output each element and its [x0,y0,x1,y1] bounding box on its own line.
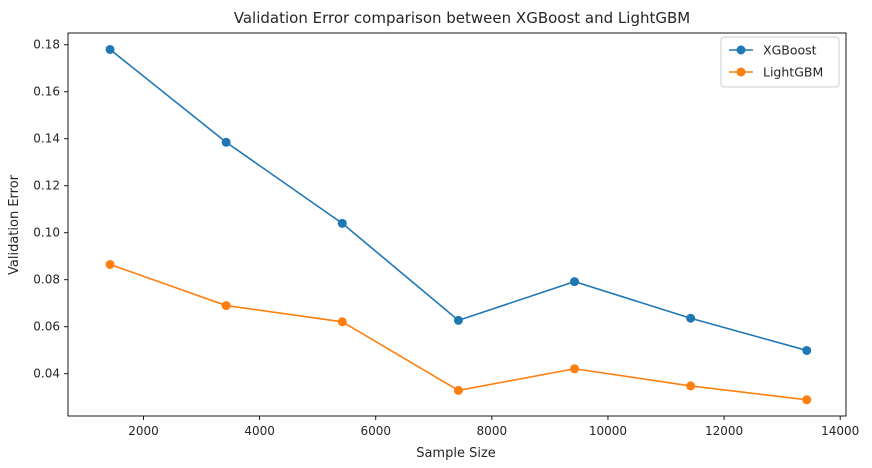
x-tick-label: 10000 [589,424,627,438]
x-tick-label: 2000 [128,424,159,438]
y-tick-label: 0.12 [33,179,60,193]
lightgbm-line [109,263,807,401]
x-tick-label: 12000 [705,424,743,438]
xgboost-point [221,137,231,147]
y-tick-label: 0.06 [33,320,60,334]
lightgbm-point [570,364,580,374]
chart-title: Validation Error comparison between XGBo… [234,9,690,27]
xgboost-line [109,48,807,352]
plot-frame [67,32,847,417]
legend: XGBoost LightGBM [720,36,840,88]
xgboost-point [337,218,347,228]
y-tick-label: 0.18 [33,38,60,52]
xgboost-point [105,44,115,54]
plot-area: 2000 4000 6000 8000 10000 12000 14000 0.04 0.06 0… [33,32,859,438]
xgboost-point [453,315,463,325]
lightgbm-point [337,317,347,327]
y-tick-label: 0.16 [33,85,60,99]
y-tick-label: 0.14 [33,132,60,146]
x-tick-label: 8000 [477,424,508,438]
y-tick-label: 0.08 [33,273,60,287]
xgboost-point [686,313,696,323]
legend-label-lightgbm: LightGBM [763,65,823,80]
x-axis-title: Sample Size [416,446,496,461]
xgboost-point [570,277,580,287]
legend-label-xgboost: XGBoost [763,43,817,58]
lightgbm-point [105,259,115,269]
y-tick-label: 0.04 [33,367,60,381]
lightgbm-point [802,395,812,405]
lightgbm-point [221,301,231,311]
lightgbm-point [686,381,696,391]
x-tick-label: 6000 [360,424,391,438]
x-tick-label: 4000 [244,424,275,438]
legend-marker-xgboost [736,45,746,55]
legend-marker-lightgbm [736,67,746,77]
x-tick-label: 14000 [821,424,859,438]
lightgbm-point [453,385,463,395]
y-tick-label: 0.10 [33,226,60,240]
xgboost-point [802,345,812,355]
y-axis-title: Validation Error [7,174,22,275]
